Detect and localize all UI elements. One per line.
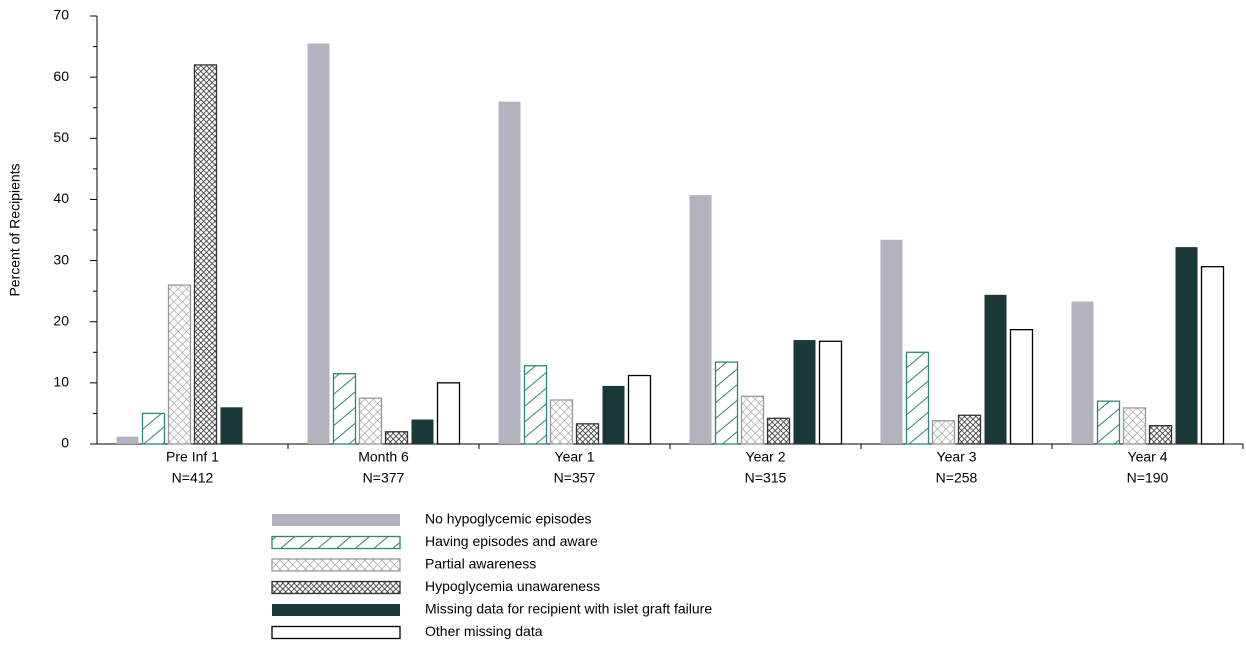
bar [1096, 400, 1121, 445]
bar [818, 340, 843, 445]
legend-label: Missing data for recipient with islet gr… [425, 601, 712, 617]
bar [931, 420, 956, 445]
bar [627, 374, 652, 445]
x-tick-sublabel: N=258 [936, 470, 978, 486]
y-tick-label: 10 [53, 374, 69, 390]
y-tick-label: 40 [53, 190, 69, 206]
bar [1009, 329, 1034, 445]
legend-label: No hypoglycemic episodes [425, 511, 592, 527]
bar [1148, 425, 1173, 445]
legend-label: Other missing data [425, 623, 543, 639]
bar [1200, 266, 1225, 445]
bar [220, 407, 243, 444]
y-tick-label: 60 [53, 68, 69, 84]
x-tick-sublabel: N=315 [745, 470, 787, 486]
x-tick-label: Year 4 [1128, 449, 1168, 465]
bar [116, 436, 139, 444]
legend-swatch [271, 580, 401, 595]
x-tick-label: Year 3 [937, 449, 977, 465]
y-axis-label: Percent of Recipients [7, 163, 23, 296]
bar [575, 423, 600, 445]
x-tick-label: Pre Inf 1 [166, 449, 219, 465]
y-tick-label: 50 [53, 129, 69, 145]
x-tick-label: Year 1 [555, 449, 595, 465]
bar [1122, 407, 1147, 445]
bar [411, 419, 434, 444]
legend-label: Partial awareness [425, 556, 536, 572]
y-tick-label: 20 [53, 312, 69, 328]
legend-label: Hypoglycemia unawareness [425, 578, 600, 594]
legend-label: Having episodes and aware [425, 533, 598, 549]
bar [549, 399, 574, 445]
bar [740, 395, 765, 445]
x-tick-sublabel: N=412 [172, 470, 214, 486]
bar [689, 195, 712, 444]
bar [905, 351, 930, 445]
bar [332, 373, 357, 445]
bar [498, 101, 521, 444]
bar [167, 284, 192, 445]
bar [602, 385, 625, 444]
bar [358, 397, 383, 445]
bar [793, 340, 816, 444]
bar [957, 414, 982, 445]
x-tick-label: Month 6 [358, 449, 409, 465]
bar [384, 431, 409, 445]
legend-swatch [272, 514, 400, 526]
bar [523, 365, 548, 445]
legend-swatch [272, 604, 400, 616]
y-tick-label: 0 [61, 435, 69, 451]
bar [714, 361, 739, 445]
x-tick-sublabel: N=357 [554, 470, 596, 486]
y-tick-label: 70 [53, 7, 69, 23]
legend-swatch [271, 558, 401, 572]
legend-swatch [271, 625, 401, 640]
x-tick-label: Year 2 [746, 449, 786, 465]
bar [1071, 301, 1094, 444]
bar [436, 382, 461, 445]
bar [193, 64, 218, 445]
bar [141, 412, 166, 445]
bar [307, 43, 330, 445]
legend-swatch [271, 535, 401, 550]
y-tick-label: 30 [53, 251, 69, 267]
x-tick-sublabel: N=190 [1127, 470, 1169, 486]
bar [1175, 247, 1198, 444]
x-tick-sublabel: N=377 [363, 470, 405, 486]
bar [766, 417, 791, 445]
bar [880, 239, 903, 444]
bar [984, 294, 1007, 444]
